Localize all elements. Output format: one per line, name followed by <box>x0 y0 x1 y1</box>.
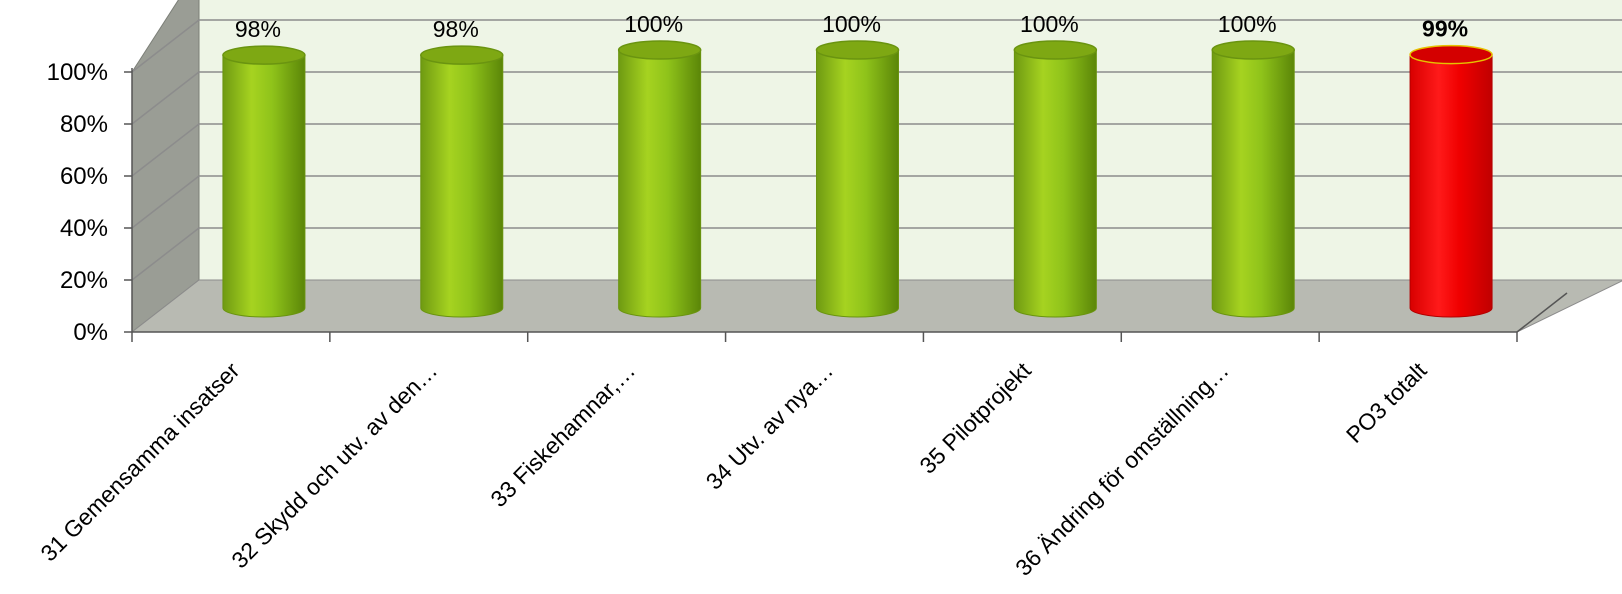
bar <box>815 40 900 318</box>
gridline-side <box>131 71 200 125</box>
gridline-side <box>131 175 200 229</box>
bar <box>1409 44 1493 318</box>
bar-body <box>816 49 899 318</box>
chart-back-wall <box>198 0 1622 281</box>
y-tick-label: 0% <box>73 319 108 346</box>
data-label: 100% <box>822 11 881 37</box>
category-label: 33 Fiskehamnar,… <box>485 357 640 512</box>
bar <box>420 45 504 318</box>
gridline-side <box>131 123 200 177</box>
gridline-side <box>131 227 200 281</box>
bar-top <box>1013 40 1098 60</box>
bar <box>1211 40 1295 318</box>
category-label: PO3 totalt <box>1341 357 1432 448</box>
category-label: 32 Skydd och utv. av den… <box>226 357 442 573</box>
data-label: 100% <box>624 11 683 37</box>
y-tick-label: 20% <box>60 267 108 294</box>
x-axis-depth-line <box>1516 292 1568 333</box>
bar-body <box>1409 54 1493 318</box>
bar-top <box>420 45 504 65</box>
y-tick-label: 80% <box>60 111 108 138</box>
y-tick-label: 40% <box>60 215 108 242</box>
bar-body <box>1013 49 1097 318</box>
bar-top <box>815 40 900 60</box>
bar-top <box>1409 44 1493 65</box>
data-label: 98% <box>433 16 479 42</box>
data-label: 99% <box>1422 16 1468 42</box>
bar <box>222 45 306 318</box>
category-label: 31 Gemensamma insatser <box>35 357 244 566</box>
bar-body <box>420 54 504 318</box>
data-label: 98% <box>235 16 281 42</box>
bar-body <box>618 49 702 318</box>
y-tick-label: 100% <box>47 59 108 86</box>
bar-top <box>1211 40 1295 60</box>
bar-top <box>617 40 702 60</box>
data-label: 100% <box>1218 11 1277 37</box>
bar-body <box>1211 49 1295 318</box>
chart-side-wall <box>131 0 200 334</box>
y-tick-label: 60% <box>60 163 108 190</box>
category-label: 35 Pilotprojekt <box>914 357 1036 479</box>
data-label: 100% <box>1020 11 1079 37</box>
category-label: 34 Utv. av nya… <box>701 357 838 494</box>
bar <box>1013 40 1098 318</box>
gridline-side <box>131 19 200 73</box>
category-label: 36 Ändring för omställning… <box>1010 357 1234 581</box>
bar-body <box>222 54 306 318</box>
bar <box>617 40 702 318</box>
bar-top <box>222 45 306 65</box>
